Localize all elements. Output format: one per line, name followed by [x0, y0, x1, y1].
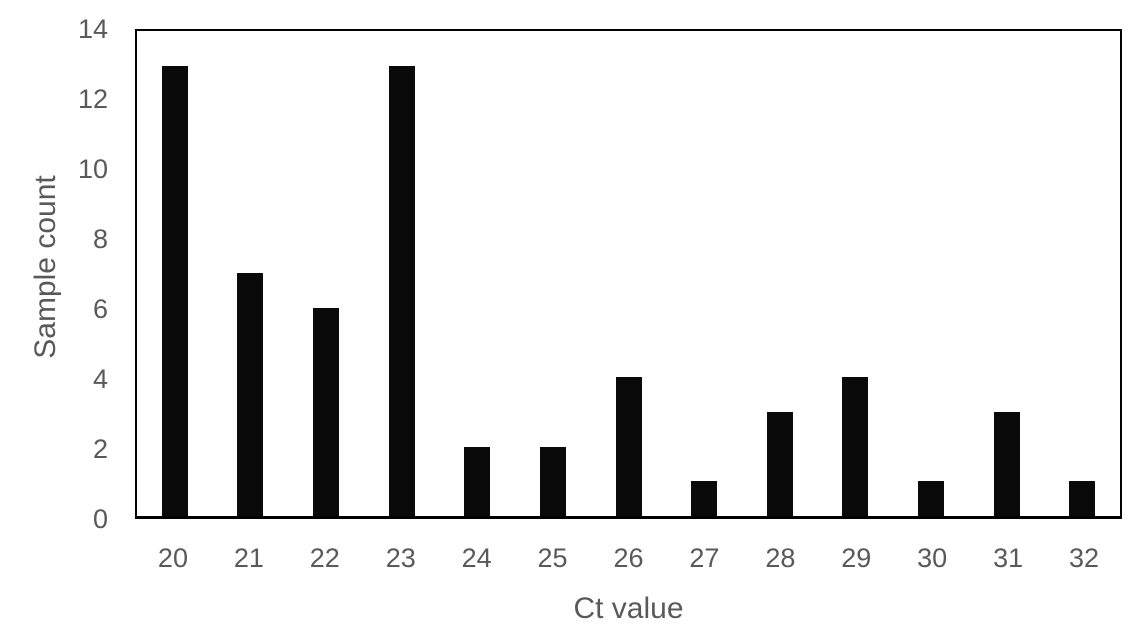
bar-ct-25: [539, 447, 566, 516]
bar-ct-27: [691, 481, 718, 516]
x-tick-label-32: 32: [1069, 543, 1100, 573]
x-tick-label-30: 30: [917, 543, 948, 573]
bar-ct-20: [161, 66, 188, 516]
y-axis-title: Sample count: [29, 175, 62, 359]
y-tick-label-12: 12: [77, 84, 108, 114]
x-tick-label-22: 22: [309, 543, 340, 573]
y-tick-label-14: 14: [77, 14, 108, 44]
x-tick-label-31: 31: [993, 543, 1024, 573]
bar-ct-32: [1069, 481, 1096, 516]
x-axis-title: Ct value: [573, 592, 684, 625]
bar-ct-23: [388, 66, 415, 516]
y-tick-label-10: 10: [77, 154, 108, 184]
x-tick-label-24: 24: [461, 543, 492, 573]
bar-ct-22: [313, 308, 340, 516]
bar-ct-31: [993, 412, 1020, 516]
bar-ct-28: [766, 412, 793, 516]
x-tick-label-25: 25: [537, 543, 568, 573]
x-tick-label-29: 29: [841, 543, 872, 573]
bar-ct-26: [615, 377, 642, 516]
y-tick-label-0: 0: [92, 504, 108, 534]
bar-ct-30: [917, 481, 944, 516]
x-tick-label-26: 26: [613, 543, 644, 573]
bar-ct-29: [842, 377, 869, 516]
x-tick-label-20: 20: [157, 543, 188, 573]
bar-ct-21: [237, 273, 264, 516]
x-tick-label-23: 23: [385, 543, 416, 573]
x-tick-label-21: 21: [233, 543, 264, 573]
bar-ct-24: [464, 447, 491, 516]
y-tick-label-6: 6: [92, 294, 108, 324]
y-tick-label-4: 4: [92, 364, 108, 394]
plot-area: [135, 29, 1122, 519]
y-tick-label-2: 2: [92, 434, 108, 464]
x-tick-label-27: 27: [689, 543, 720, 573]
y-tick-label-8: 8: [92, 224, 108, 254]
x-tick-label-28: 28: [765, 543, 796, 573]
